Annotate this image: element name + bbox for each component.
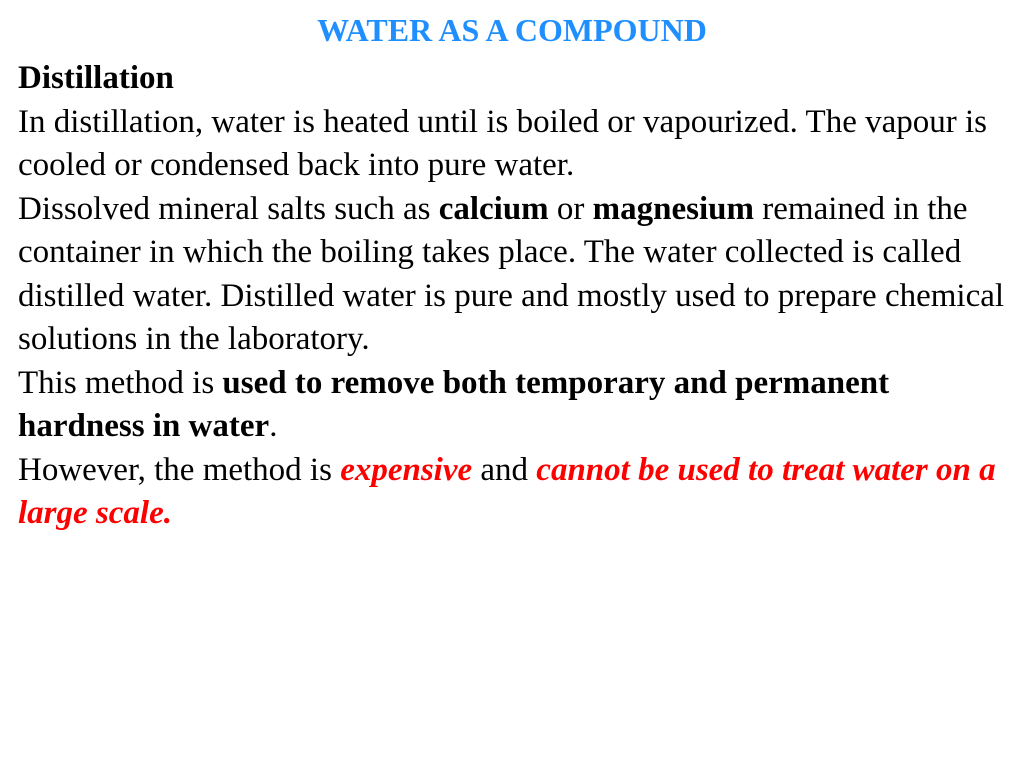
term-magnesium: magnesium — [593, 191, 754, 227]
body-text: Distillation In distillation, water is h… — [18, 57, 1006, 536]
paragraph-3a: This method is — [18, 365, 222, 401]
slide-content: WATER AS A COMPOUND Distillation In dist… — [0, 0, 1024, 536]
paragraph-3c: . — [269, 408, 277, 444]
paragraph-1: In distillation, water is heated until i… — [18, 104, 987, 184]
paragraph-4a: However, the method is — [18, 452, 340, 488]
paragraph-2a: Dissolved mineral salts such as — [18, 191, 439, 227]
section-heading: Distillation — [18, 60, 174, 96]
emph-expensive: expensive — [340, 452, 472, 488]
term-calcium: calcium — [439, 191, 549, 227]
paragraph-2c: or — [549, 191, 593, 227]
paragraph-4c: and — [472, 452, 536, 488]
slide-title: WATER AS A COMPOUND — [18, 12, 1006, 49]
